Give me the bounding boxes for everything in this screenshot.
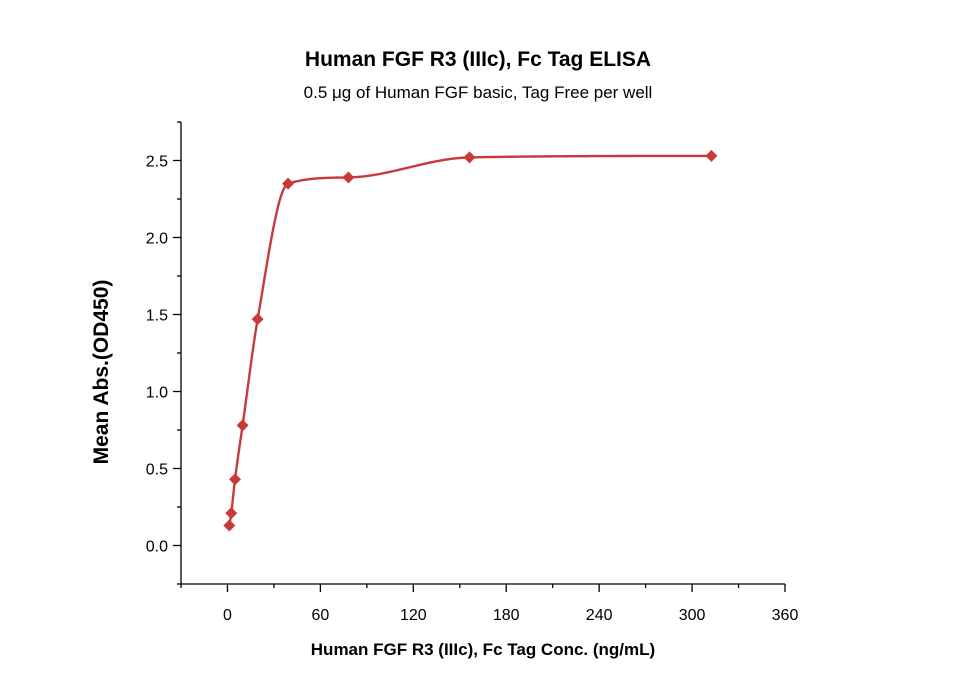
chart-title: Human FGF R3 (IIIc), Fc Tag ELISA: [305, 48, 651, 71]
data-point: [229, 473, 242, 486]
x-tick-label: 360: [772, 607, 799, 624]
y-tick-label: 2.5: [146, 154, 168, 171]
data-point: [223, 519, 236, 532]
x-axis-ticks: 0 60 120 180 240 300 360: [180, 584, 799, 624]
y-tick-label: 1.0: [146, 385, 168, 402]
data-point: [282, 177, 295, 190]
x-tick-label: 180: [493, 607, 520, 624]
y-tick-label: 0.0: [146, 539, 168, 556]
data-point: [236, 419, 249, 432]
x-tick-label: 300: [679, 607, 706, 624]
y-axis-ticks: 0.0 0.5 1.0 1.5 2.0 2.5: [146, 121, 181, 585]
x-tick-label: 60: [311, 607, 329, 624]
chart-subtitle: 0.5 μg of Human FGF basic, Tag Free per …: [304, 83, 653, 102]
fit-curve: [228, 154, 712, 526]
y-axis-label: Mean Abs.(OD450): [90, 280, 113, 465]
data-points: [223, 149, 718, 532]
x-tick-label: 0: [223, 607, 232, 624]
x-tick-label: 240: [586, 607, 613, 624]
data-point: [225, 507, 238, 520]
x-axis-label: Human FGF R3 (IIIc), Fc Tag Conc. (ng/mL…: [311, 640, 655, 659]
y-tick-label: 0.5: [146, 462, 168, 479]
x-tick-label: 120: [400, 607, 427, 624]
data-point: [705, 149, 718, 162]
data-point: [342, 171, 355, 184]
y-tick-label: 2.0: [146, 231, 168, 248]
data-point: [251, 313, 264, 326]
y-tick-label: 1.5: [146, 308, 168, 325]
data-point: [463, 151, 476, 164]
